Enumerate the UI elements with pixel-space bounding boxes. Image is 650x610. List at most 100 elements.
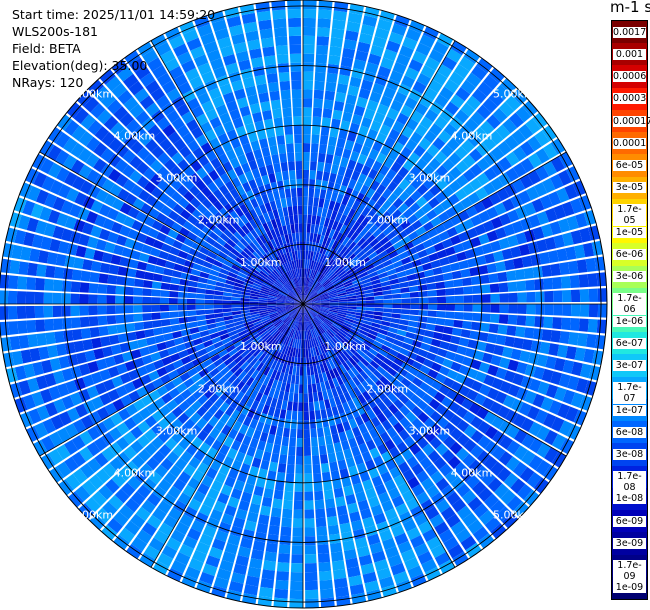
ppi-cell — [413, 542, 429, 557]
ppi-cell — [249, 558, 263, 569]
ppi-cell — [418, 310, 429, 317]
ppi-cell — [233, 260, 243, 269]
ppi-cell — [356, 373, 365, 384]
range-ring — [183, 184, 423, 424]
ppi-cell — [244, 211, 254, 222]
ppi-cell — [565, 406, 579, 423]
ppi-cell — [304, 286, 308, 296]
ppi-cell — [372, 435, 384, 447]
ppi-cell — [401, 342, 412, 351]
ppi-cell — [497, 271, 508, 283]
ppi-cell — [279, 324, 287, 332]
ppi-cell — [281, 436, 289, 447]
ppi-cell — [250, 379, 259, 390]
ppi-cell — [287, 337, 292, 347]
ppi-cell — [269, 260, 277, 270]
ppi-cell — [289, 589, 303, 600]
ppi-cell — [128, 258, 139, 269]
ppi-cell — [329, 260, 337, 270]
ppi-cell — [340, 274, 350, 282]
ppi-cell — [308, 241, 313, 251]
ppi-cell — [570, 304, 581, 317]
ppi-cell — [244, 520, 257, 532]
ppi-cell — [405, 118, 419, 131]
ppi-cell — [304, 500, 314, 510]
ppi-cell — [241, 12, 257, 25]
ppi-cell — [393, 398, 405, 410]
ppi-cell — [349, 583, 365, 596]
ppi-cell — [361, 451, 373, 463]
ppi-cell — [44, 193, 58, 208]
ppi-cell — [571, 361, 583, 377]
ppi-cell — [310, 295, 320, 301]
ppi-cell — [481, 352, 494, 364]
ppi-cell — [594, 334, 606, 350]
ppi-cell — [250, 267, 260, 275]
ppi-cell — [345, 359, 354, 369]
ppi-cell — [68, 491, 84, 508]
ppi-cell — [370, 120, 382, 132]
ppi-cell — [216, 432, 227, 444]
ppi-cell — [354, 284, 364, 290]
ppi-cell — [315, 315, 323, 323]
ppi-cell — [156, 342, 167, 351]
ppi-cell — [390, 562, 406, 576]
ppi-cell — [325, 237, 332, 247]
ppi-cell — [197, 429, 209, 442]
ppi-cell — [466, 227, 478, 239]
ppi-cell — [553, 357, 566, 372]
ppi-cell — [456, 419, 470, 433]
ppi-cell — [143, 215, 156, 227]
ppi-cell — [116, 275, 127, 286]
ppi-cell — [329, 397, 337, 408]
ppi-cell — [225, 62, 239, 75]
ppi-cell — [263, 118, 274, 130]
ppi-cell — [557, 170, 572, 186]
ppi-cell — [177, 197, 190, 209]
ppi-cell — [190, 400, 202, 412]
ppi-cell — [286, 464, 295, 474]
ppi-cell — [397, 540, 413, 554]
ppi-cell — [296, 304, 303, 311]
ppi-cell — [250, 290, 260, 295]
ppi-cell — [343, 337, 352, 346]
ppi-cell — [303, 411, 310, 421]
ppi-cell — [371, 475, 384, 488]
ppi-cell — [292, 365, 297, 376]
ppi-cell — [291, 310, 298, 319]
ppi-cell — [397, 166, 409, 179]
ppi-cell — [347, 502, 359, 514]
ppi-cell — [30, 203, 44, 219]
ppi-cell — [249, 219, 258, 230]
ppi-cell — [291, 545, 303, 555]
ppi-cell — [299, 286, 302, 296]
ppi-cell — [335, 92, 347, 103]
ppi-cell — [304, 259, 308, 269]
ppi-cell — [233, 145, 245, 157]
ppi-cell — [133, 305, 143, 313]
ppi-cell — [369, 238, 379, 248]
ppi-cell — [58, 411, 72, 426]
ppi-cell — [313, 271, 320, 281]
ppi-cell — [75, 245, 87, 258]
ppi-cell — [490, 240, 502, 252]
ppi-cell — [344, 187, 354, 198]
ppi-cell — [262, 404, 270, 415]
ppi-cell — [445, 513, 461, 528]
ppi-cell — [47, 145, 62, 161]
ppi-cell — [558, 420, 573, 437]
ppi-cell — [326, 72, 338, 83]
ppi-cell — [489, 283, 500, 293]
ppi-cell — [326, 407, 334, 418]
ppi-cell — [386, 331, 397, 339]
ppi-cell — [192, 263, 203, 271]
ppi-cell — [240, 309, 251, 314]
ppi-cell — [486, 387, 500, 401]
ppi-cell — [175, 233, 187, 244]
ppi-cell — [499, 293, 509, 303]
ppi-cell — [214, 451, 226, 464]
ppi-cell — [313, 401, 320, 411]
ppi-cell — [434, 94, 449, 108]
ppi-cell — [436, 289, 446, 296]
ppi-cell — [567, 260, 579, 275]
